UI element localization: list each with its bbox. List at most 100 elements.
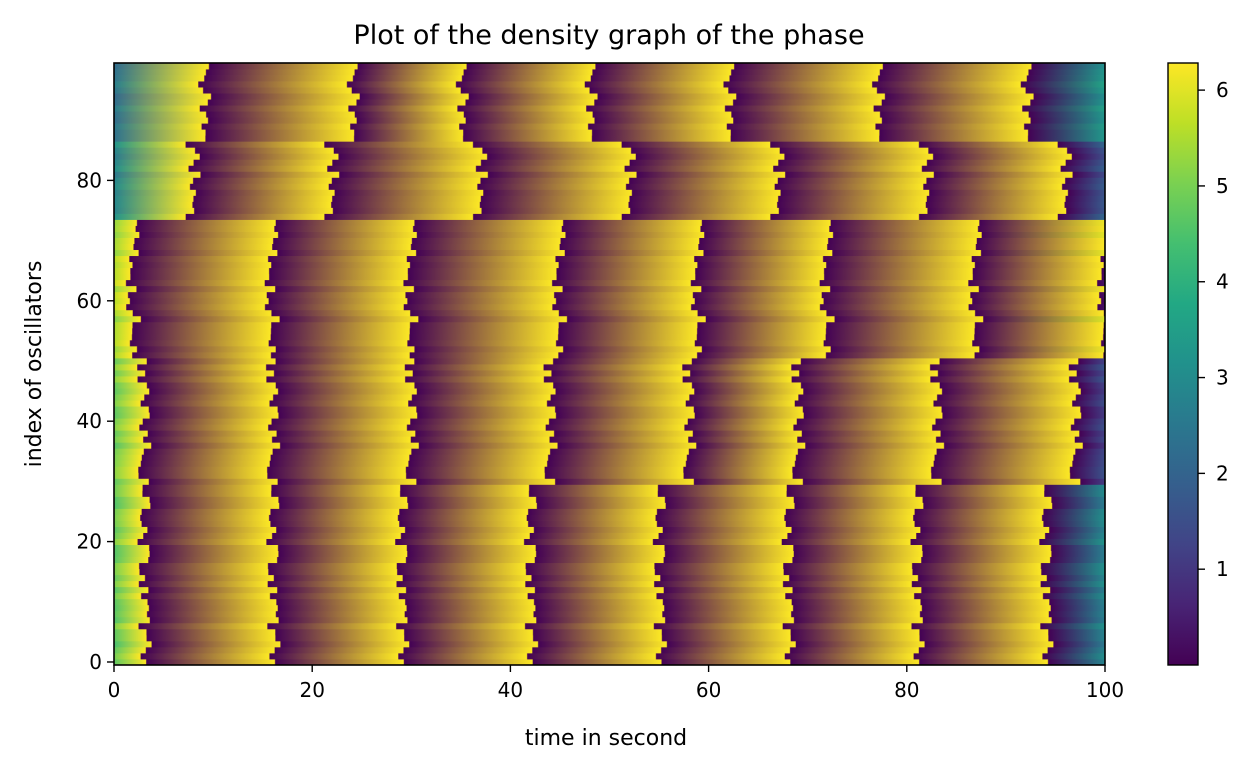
heatmap-row <box>114 225 1105 232</box>
heatmap-row <box>114 400 1105 407</box>
colorbar-tick-label: 2 <box>1216 461 1229 485</box>
chart-title: Plot of the density graph of the phase <box>353 20 864 51</box>
y-axis-label: index of oscillators <box>22 261 47 468</box>
heatmap-row <box>114 562 1105 570</box>
heatmap-row <box>114 568 1105 576</box>
heatmap-row <box>114 153 1105 160</box>
heatmap-row <box>114 454 1105 461</box>
y-tick-label: 60 <box>77 289 102 313</box>
heatmap-row <box>114 634 1105 642</box>
colorbar <box>1167 62 1199 666</box>
heatmap-row <box>114 297 1105 305</box>
heatmap-row <box>114 382 1105 389</box>
heatmap-row <box>114 99 1105 106</box>
x-tick-label: 100 <box>1086 678 1124 702</box>
heatmap-row <box>114 610 1105 618</box>
heatmap-row <box>114 135 1105 142</box>
heatmap-row <box>114 219 1105 226</box>
x-tick-label: 40 <box>498 678 523 702</box>
heatmap-row <box>114 418 1105 425</box>
heatmap-row <box>114 406 1105 413</box>
heatmap-row <box>114 508 1105 515</box>
heatmap-row <box>114 442 1105 449</box>
colorbar-ticks: 1 2 3 4 5 6 <box>1198 78 1229 581</box>
heatmap-row <box>114 321 1105 329</box>
heatmap-row <box>114 207 1105 214</box>
heatmap-row <box>114 394 1105 401</box>
heatmap-row <box>114 111 1105 118</box>
y-tick-label: 20 <box>77 530 102 554</box>
heatmap-row <box>114 526 1105 533</box>
heatmap-row <box>114 364 1105 371</box>
y-tick-label: 0 <box>89 650 102 674</box>
heatmap-row <box>114 430 1105 437</box>
heatmap-row <box>114 532 1105 539</box>
heatmap-row <box>114 556 1105 564</box>
heatmap-row <box>114 490 1105 497</box>
heatmap-row <box>114 273 1105 281</box>
plot-frame <box>113 62 1106 666</box>
heatmap-row <box>114 376 1105 383</box>
heatmap-row <box>114 598 1105 606</box>
x-axis-ticks: 0 20 40 60 80 100 <box>108 665 1124 702</box>
colorbar-tick-label: 4 <box>1216 270 1229 294</box>
heatmap-row <box>114 261 1105 269</box>
heatmap-row <box>114 291 1105 299</box>
heatmap-row <box>114 237 1105 244</box>
heatmap-row <box>114 658 1105 666</box>
heatmap-row <box>114 189 1105 196</box>
heatmap-row <box>114 141 1105 148</box>
heatmap-row <box>114 514 1105 521</box>
heatmap-row <box>114 327 1105 335</box>
heatmap-row <box>114 592 1105 600</box>
heatmap-row <box>114 231 1105 238</box>
heatmap-row <box>114 285 1105 293</box>
heatmap-row <box>114 538 1105 545</box>
heatmap-row <box>114 303 1105 311</box>
y-tick-label: 80 <box>77 168 102 192</box>
heatmap-row <box>114 117 1105 124</box>
heatmap-row <box>114 333 1105 341</box>
heatmap-row <box>114 502 1105 509</box>
x-axis-label: time in second <box>525 726 687 751</box>
heatmap-row <box>114 412 1105 419</box>
heatmap-row <box>114 243 1105 251</box>
colorbar-tick-label: 5 <box>1216 174 1229 198</box>
heatmap-row <box>114 177 1105 184</box>
heatmap-row <box>114 105 1105 112</box>
heatmap-row <box>114 424 1105 431</box>
colorbar-tick-label: 6 <box>1216 78 1229 102</box>
x-tick-label: 20 <box>299 678 324 702</box>
heatmap-row <box>114 165 1105 172</box>
heatmap-row <box>114 652 1105 660</box>
heatmap-row <box>114 388 1105 395</box>
heatmap-row <box>114 159 1105 166</box>
heatmap-row <box>114 351 1105 359</box>
heatmap-row <box>114 309 1105 317</box>
heatmap-row <box>114 520 1105 527</box>
heatmap-row <box>114 478 1105 485</box>
heatmap-row <box>114 640 1105 648</box>
heatmap-row <box>114 201 1105 208</box>
heatmap-row <box>114 195 1105 202</box>
heatmap-row <box>114 574 1105 582</box>
heatmap-row <box>114 81 1105 88</box>
y-tick-label: 40 <box>77 409 102 433</box>
heatmap-row <box>114 460 1105 467</box>
heatmap-row <box>114 586 1105 594</box>
heatmap-row <box>114 279 1105 287</box>
heatmap-row <box>114 604 1105 612</box>
heatmap-row <box>114 357 1105 365</box>
x-tick-label: 80 <box>894 678 919 702</box>
heatmap-row <box>114 345 1105 353</box>
x-tick-label: 0 <box>108 678 121 702</box>
heatmap-row <box>114 628 1105 636</box>
heatmap-row <box>114 544 1105 552</box>
heatmap-row <box>114 93 1105 100</box>
heatmap-row <box>114 550 1105 558</box>
heatmap-row <box>114 69 1105 76</box>
heatmap-row <box>114 315 1105 323</box>
heatmap-row <box>114 339 1105 347</box>
heatmap-row <box>114 249 1105 257</box>
